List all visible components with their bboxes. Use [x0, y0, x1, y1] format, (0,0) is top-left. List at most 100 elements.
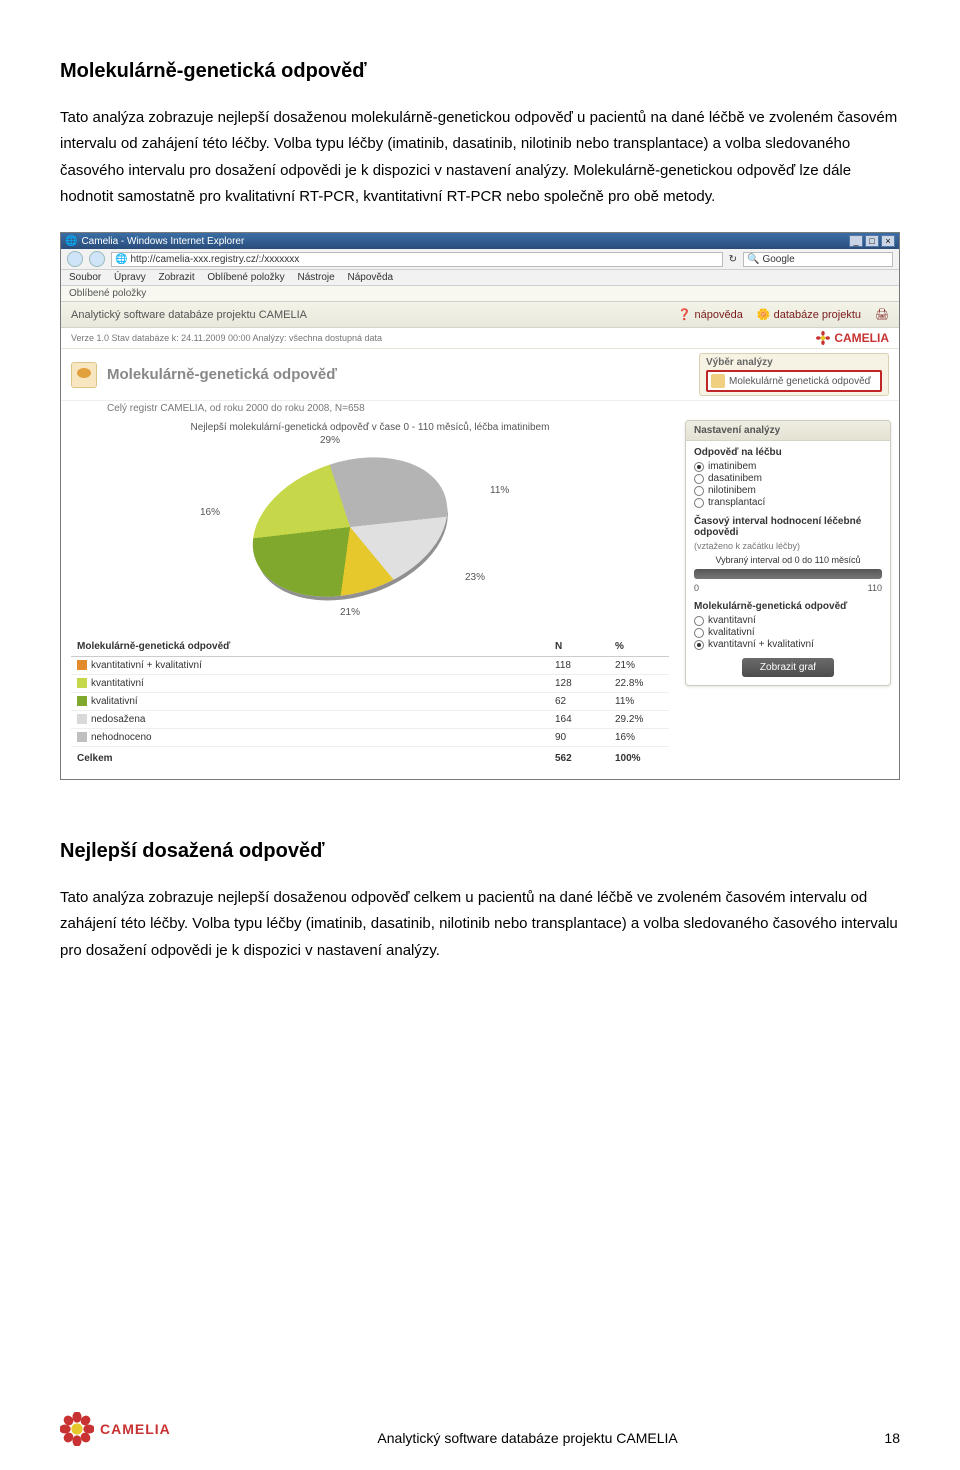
- table-row: kvantitativní + kvalitativní11821%: [71, 657, 669, 675]
- radio-label: dasatinibem: [708, 473, 762, 484]
- menu-zobrazit[interactable]: Zobrazit: [159, 272, 195, 283]
- section1-paragraph: Tato analýza zobrazuje nejlepší dosaženo…: [60, 105, 900, 210]
- app-window: 🌐 Camelia - Windows Internet Explorer _ …: [60, 232, 900, 780]
- response-type-option[interactable]: kvalitativní: [694, 627, 882, 638]
- swatch-icon: [77, 732, 87, 742]
- row-n: 90: [549, 729, 609, 747]
- group-response-type: Molekulárně-genetická odpověď kvantitavn…: [694, 601, 882, 650]
- row-label: kvantitativní: [91, 678, 144, 689]
- total-n: 562: [549, 747, 609, 768]
- menu-napoveda[interactable]: Nápověda: [348, 272, 394, 283]
- treatment-option[interactable]: nilotinibem: [694, 485, 882, 496]
- table-body: kvantitativní + kvalitativní11821%kvanti…: [71, 657, 669, 768]
- group3-title: Molekulárně-genetická odpověď: [694, 601, 882, 612]
- forward-button[interactable]: [89, 251, 105, 267]
- menu-upravy[interactable]: Úpravy: [114, 272, 146, 283]
- menu-soubor[interactable]: Soubor: [69, 272, 101, 283]
- section2-paragraph: Tato analýza zobrazuje nejlepší dosaženo…: [60, 885, 900, 964]
- address-bar[interactable]: 🌐 http://camelia-xxx.registry.cz/:/xxxxx…: [111, 252, 723, 267]
- response-type-option[interactable]: kvantitavní + kvalitativní: [694, 639, 882, 650]
- radio-label: transplantací: [708, 497, 765, 508]
- radio-icon: [694, 628, 704, 638]
- treatment-option[interactable]: imatinibem: [694, 461, 882, 472]
- response-type-option[interactable]: kvantitavní: [694, 615, 882, 626]
- radio-icon: [694, 474, 704, 484]
- group-treatment: Odpověď na léčbu imatinibemdasatinibemni…: [694, 447, 882, 508]
- footer-center-text: Analytický software databáze projektu CA…: [171, 1430, 885, 1446]
- interval-slider[interactable]: [694, 569, 882, 579]
- brand-text: CAMELIA: [834, 331, 889, 345]
- settings-panel: Nastavení analýzy Odpověď na léčbu imati…: [679, 414, 899, 779]
- banner-title: Analytický software databáze projektu CA…: [71, 309, 307, 321]
- row-label: kvalitativní: [91, 696, 138, 707]
- swatch-icon: [77, 660, 87, 670]
- swatch-icon: [77, 678, 87, 688]
- radio-icon: [694, 486, 704, 496]
- slider-min: 0: [694, 583, 699, 593]
- favorites-label[interactable]: Oblíbené položky: [69, 288, 146, 299]
- pie-label-16: 16%: [200, 507, 220, 518]
- row-pct: 16%: [609, 729, 669, 747]
- favorites-bar: Oblíbené položky: [61, 286, 899, 302]
- table-row: kvalitativní6211%: [71, 693, 669, 711]
- radio-icon: [694, 616, 704, 626]
- menu-bar: Soubor Úpravy Zobrazit Oblíbené položky …: [61, 270, 899, 286]
- pie-graphic: [235, 434, 466, 621]
- window-controls: _ □ ×: [849, 235, 895, 247]
- table-total-row: Celkem562100%: [71, 747, 669, 768]
- radio-icon: [694, 498, 704, 508]
- group3-options: kvantitavníkvalitativníkvantitavní + kva…: [694, 615, 882, 650]
- window-titlebar: 🌐 Camelia - Windows Internet Explorer _ …: [61, 233, 899, 249]
- help-link[interactable]: ❓ nápověda: [678, 308, 743, 321]
- table-row: nedosažena 16429.2%: [71, 711, 669, 729]
- menu-oblibene[interactable]: Oblíbené položky: [207, 272, 284, 283]
- row-label: nedosažena: [91, 714, 146, 725]
- show-chart-button[interactable]: Zobrazit graf: [742, 658, 834, 677]
- radio-label: kvalitativní: [708, 627, 755, 638]
- print-button[interactable]: 🖨: [875, 308, 889, 321]
- database-link[interactable]: 🌼 databáze projektu: [757, 308, 861, 321]
- row-n: 118: [549, 657, 609, 675]
- close-button[interactable]: ×: [881, 235, 895, 247]
- total-pct: 100%: [609, 747, 669, 768]
- search-box[interactable]: 🔍 Google: [743, 252, 893, 267]
- url-text: http://camelia-xxx.registry.cz/:/xxxxxxx: [130, 254, 299, 265]
- section1-title: Molekulárně-genetická odpověď: [60, 60, 900, 83]
- refresh-button[interactable]: ↻: [729, 254, 737, 265]
- selector-value: Molekulárně genetická odpověď: [729, 376, 871, 387]
- selector-header: Výběr analýzy: [706, 357, 882, 368]
- url-icon: 🌐: [115, 254, 127, 265]
- pie-label-29: 29%: [320, 435, 340, 446]
- row-pct: 22.8%: [609, 675, 669, 693]
- total-label: Celkem: [71, 747, 549, 768]
- settings-header: Nastavení analýzy: [686, 421, 890, 441]
- menu-nastroje[interactable]: Nástroje: [297, 272, 334, 283]
- row-n: 62: [549, 693, 609, 711]
- report-title: Molekulárně-genetická odpověď: [107, 366, 337, 383]
- page-number: 18: [884, 1430, 900, 1446]
- treatment-option[interactable]: dasatinibem: [694, 473, 882, 484]
- back-button[interactable]: [67, 251, 83, 267]
- swatch-icon: [77, 714, 87, 724]
- app-icon: 🌐: [65, 236, 77, 247]
- footer-flower-icon: [60, 1412, 94, 1446]
- treatment-option[interactable]: transplantací: [694, 497, 882, 508]
- row-label: nehodnoceno: [91, 732, 152, 743]
- db-label: databáze projektu: [774, 309, 861, 321]
- radio-label: nilotinibem: [708, 485, 756, 496]
- flower-icon: [816, 331, 830, 345]
- row-pct: 21%: [609, 657, 669, 675]
- maximize-button[interactable]: □: [865, 235, 879, 247]
- chart-caption: Nejlepší molekulární-genetická odpověď v…: [71, 422, 669, 433]
- analysis-selector[interactable]: Výběr analýzy Molekulárně genetická odpo…: [699, 353, 889, 396]
- search-placeholder: Google: [762, 254, 794, 265]
- row-n: 164: [549, 711, 609, 729]
- table-row: kvantitativní 12822.8%: [71, 675, 669, 693]
- row-pct: 29.2%: [609, 711, 669, 729]
- col-response: Molekulárně-genetická odpověď: [71, 637, 549, 657]
- address-toolbar: 🌐 http://camelia-xxx.registry.cz/:/xxxxx…: [61, 249, 899, 270]
- group1-options: imatinibemdasatinibemnilotinibemtranspla…: [694, 461, 882, 508]
- row-n: 128: [549, 675, 609, 693]
- minimize-button[interactable]: _: [849, 235, 863, 247]
- col-pct: %: [609, 637, 669, 657]
